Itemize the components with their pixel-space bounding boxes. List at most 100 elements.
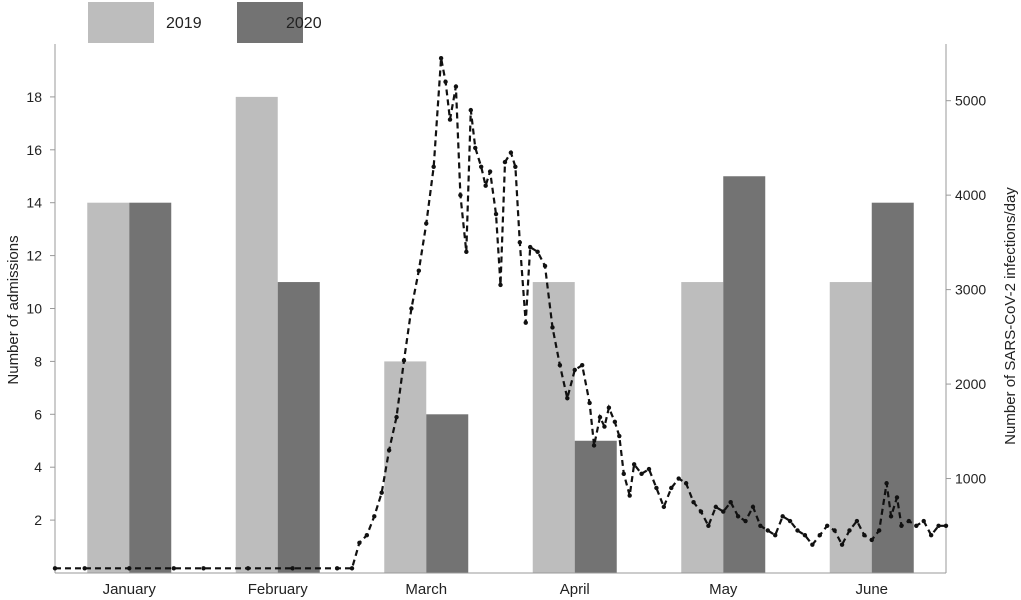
infections-point: [357, 540, 362, 545]
infections-point: [443, 79, 448, 84]
left-axis-ticks: 2 4 6 8 10 12 14 16 18: [26, 89, 55, 528]
infections-point: [447, 117, 453, 122]
bar-2019-june: [829, 282, 872, 573]
infections-point: [453, 84, 459, 89]
legend: 2019 2020: [88, 2, 322, 43]
infections-point: [735, 514, 741, 519]
bar-2019-february: [235, 96, 278, 574]
infections-point: [654, 485, 659, 491]
infections-point: [669, 485, 674, 491]
infections-point: [810, 542, 815, 547]
infections-point: [787, 518, 793, 524]
infections-point: [290, 566, 295, 571]
infections-point: [899, 523, 904, 528]
infections-line-layer: [52, 55, 949, 571]
right-tick-label: 4000: [955, 187, 986, 203]
infections-point: [817, 533, 822, 538]
infections-point: [597, 414, 603, 420]
infections-point: [473, 145, 478, 151]
infections-point: [372, 514, 377, 519]
infections-point: [502, 159, 508, 165]
infections-point: [364, 533, 370, 538]
infections-point: [535, 249, 540, 255]
left-tick-label: 6: [34, 406, 42, 422]
infections-point: [349, 566, 355, 571]
infections-point: [906, 518, 912, 524]
infections-point: [542, 263, 548, 269]
infections-point: [464, 249, 469, 255]
infections-point: [728, 499, 733, 505]
infections-point: [386, 447, 392, 453]
infections-point: [498, 282, 503, 288]
infections-point: [401, 358, 407, 363]
bar-2020-may: [723, 176, 766, 573]
infections-point: [802, 533, 808, 538]
infections-point: [468, 107, 473, 113]
left-tick-label: 18: [26, 89, 42, 105]
right-tick-label: 3000: [955, 282, 986, 298]
infections-point: [431, 164, 436, 170]
left-tick-label: 14: [26, 195, 42, 211]
bars-layer: [87, 96, 914, 574]
infections-point: [921, 518, 926, 524]
infections-point: [606, 405, 612, 410]
bar-2020-april: [574, 440, 617, 573]
legend-swatch-2019: [88, 2, 154, 43]
left-tick-label: 8: [34, 353, 42, 369]
left-tick-label: 10: [26, 301, 42, 317]
infections-point: [565, 396, 570, 401]
infections-point: [862, 533, 867, 538]
infections-point: [646, 466, 652, 472]
infections-point: [528, 244, 533, 250]
infections-point: [550, 325, 555, 330]
bar-2019-may: [681, 282, 724, 573]
infections-point: [795, 528, 800, 533]
infections-point: [765, 528, 770, 533]
infections-point: [683, 481, 689, 486]
right-axis-ticks: 1000 2000 3000 4000 5000: [946, 93, 986, 487]
infections-point: [513, 164, 518, 170]
bar-2020-january: [129, 202, 172, 573]
left-tick-label: 12: [26, 248, 42, 264]
infections-point: [943, 523, 949, 528]
infections-point: [523, 320, 528, 325]
legend-label-2020: 2020: [286, 15, 322, 32]
infections-point: [928, 533, 934, 538]
infections-point: [627, 493, 632, 498]
infections-point: [706, 523, 711, 528]
infections-point: [82, 566, 87, 571]
category-label-march: March: [405, 581, 447, 598]
infections-point: [52, 566, 58, 571]
infections-point: [424, 221, 429, 226]
infections-point: [517, 240, 523, 245]
infections-point: [493, 211, 499, 217]
category-label-april: April: [560, 581, 590, 598]
infections-point: [579, 362, 585, 368]
infections-point: [847, 528, 852, 533]
infections-point: [676, 476, 681, 481]
bar-2020-february: [277, 282, 320, 573]
legend-label-2019: 2019: [166, 15, 202, 32]
category-labels: January February March April May June: [103, 581, 888, 598]
legend-swatch-2020: [237, 2, 303, 43]
infections-point: [508, 150, 514, 155]
infections-point: [936, 523, 941, 528]
infections-point: [884, 481, 889, 486]
category-label-june: June: [855, 581, 888, 598]
category-label-may: May: [709, 581, 738, 598]
infections-point: [591, 443, 597, 448]
left-tick-label: 16: [26, 142, 42, 158]
category-label-january: January: [103, 581, 157, 598]
infections-point: [409, 306, 414, 311]
infections-point: [639, 471, 644, 477]
right-axis-title: Number of SARS-CoV-2 infections/day: [1002, 187, 1019, 445]
infections-point: [713, 504, 719, 510]
infections-point: [334, 566, 340, 571]
infections-point: [914, 523, 919, 528]
left-tick-label: 2: [34, 512, 42, 528]
infections-point: [612, 419, 618, 425]
category-label-february: February: [248, 581, 309, 598]
axes-layer: [54, 44, 947, 574]
infections-point: [127, 566, 132, 571]
